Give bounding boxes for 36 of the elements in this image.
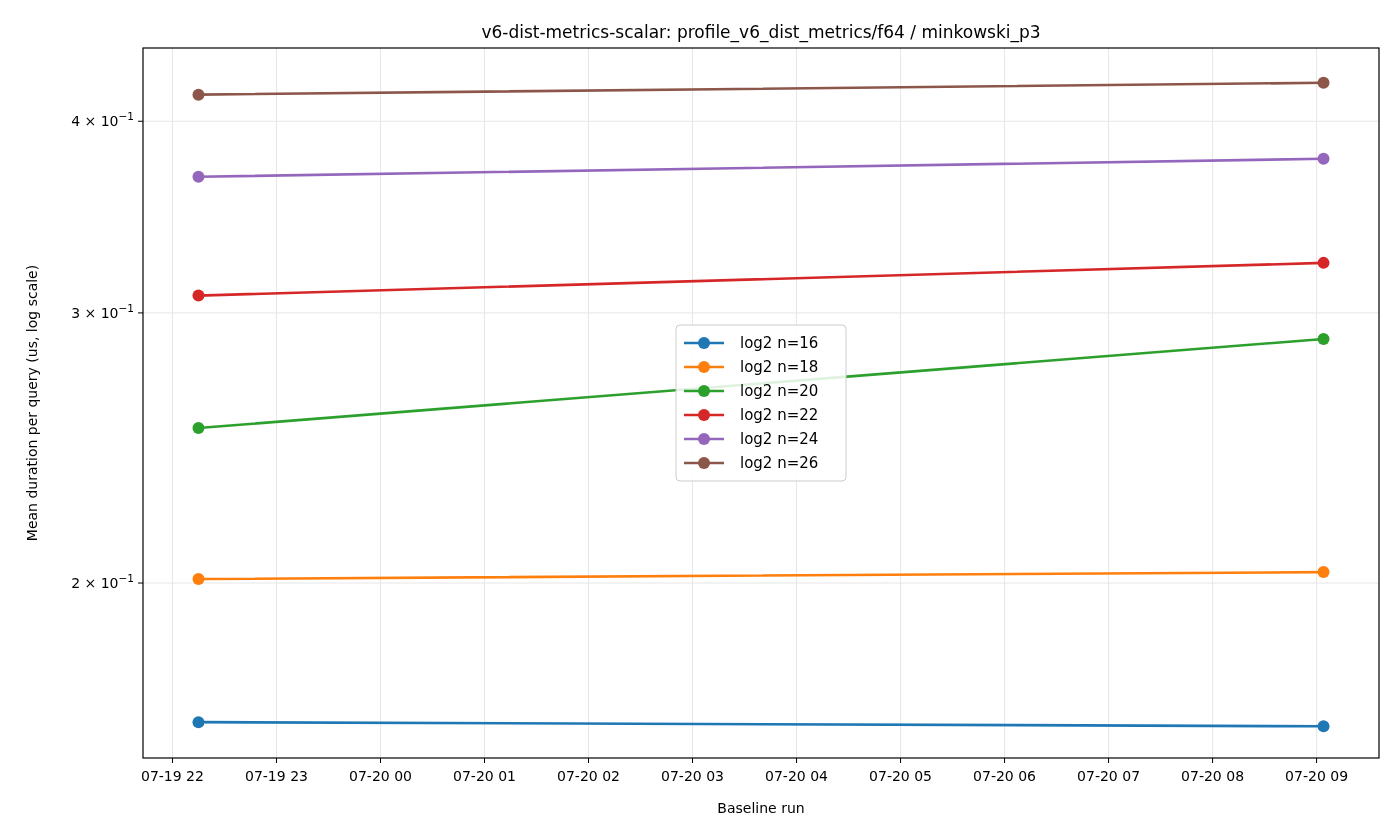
- point: [192, 573, 205, 586]
- x-tick-label: 07-20 08: [1181, 768, 1245, 784]
- y-tick-label: 3 × 10$^{−1}$: [71, 301, 134, 321]
- point: [1317, 566, 1330, 579]
- x-tick-label: 07-20 05: [869, 768, 933, 784]
- x-tick-label: 07-20 00: [349, 768, 412, 784]
- point: [1317, 720, 1330, 733]
- x-tick-label: 07-20 01: [453, 768, 516, 784]
- point: [1317, 332, 1330, 345]
- x-tick-label: 07-20 04: [765, 768, 829, 784]
- y-tick-label: 2 × 10$^{−1}$: [71, 572, 134, 592]
- legend-label: log2 n=16: [740, 334, 819, 352]
- x-tick-label: 07-20 07: [1077, 768, 1141, 784]
- legend-label: log2 n=22: [740, 406, 819, 424]
- x-tick-label: 07-20 02: [557, 768, 620, 784]
- y-axis-title: Mean duration per query (us, log scale): [24, 264, 40, 542]
- point: [192, 170, 205, 183]
- legend-label: log2 n=24: [740, 430, 819, 448]
- point: [192, 716, 205, 729]
- point: [1317, 256, 1330, 269]
- legend-label: log2 n=18: [740, 358, 819, 376]
- x-tick-label: 07-19 23: [245, 768, 308, 784]
- chart-title: v6-dist-metrics-scalar: profile_v6_dist_metrics/f64 / minkowski_p3: [481, 22, 1041, 43]
- y-tick-label: 4 × 10$^{−1}$: [71, 110, 134, 130]
- point: [1317, 76, 1330, 89]
- x-tick-label: 07-19 22: [140, 768, 204, 784]
- point: [1317, 152, 1330, 165]
- x-tick-label: 07-20 06: [973, 768, 1037, 784]
- legend-label: log2 n=26: [740, 454, 819, 472]
- point: [192, 422, 205, 434]
- x-tick-label: 07-20 03: [661, 768, 724, 784]
- x-tick-label: 07-20 09: [1285, 768, 1349, 784]
- point: [192, 88, 205, 101]
- x-axis-title: Baseline run: [717, 800, 805, 816]
- legend-label: log2 n=20: [740, 382, 819, 400]
- point: [192, 289, 205, 302]
